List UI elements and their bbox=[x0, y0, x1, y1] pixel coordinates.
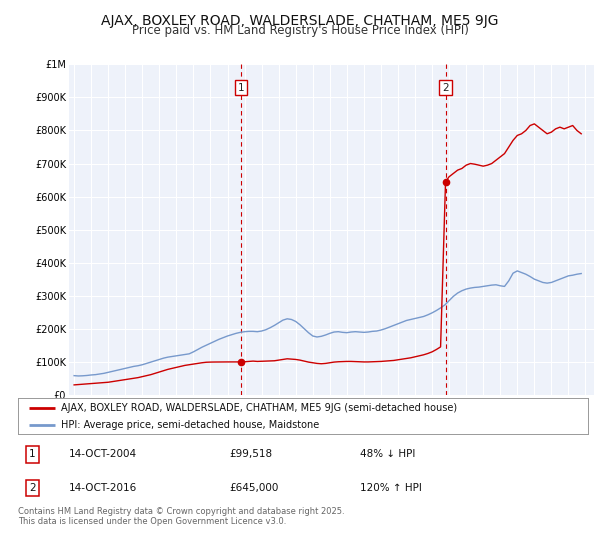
Text: 2: 2 bbox=[442, 82, 449, 92]
Text: 48% ↓ HPI: 48% ↓ HPI bbox=[360, 450, 415, 459]
Text: £99,518: £99,518 bbox=[229, 450, 272, 459]
Text: 2: 2 bbox=[29, 483, 35, 493]
Text: Price paid vs. HM Land Registry's House Price Index (HPI): Price paid vs. HM Land Registry's House … bbox=[131, 24, 469, 36]
Text: HPI: Average price, semi-detached house, Maidstone: HPI: Average price, semi-detached house,… bbox=[61, 420, 319, 430]
Text: AJAX, BOXLEY ROAD, WALDERSLADE, CHATHAM, ME5 9JG: AJAX, BOXLEY ROAD, WALDERSLADE, CHATHAM,… bbox=[101, 14, 499, 28]
Text: 14-OCT-2004: 14-OCT-2004 bbox=[70, 450, 137, 459]
Text: 1: 1 bbox=[238, 82, 244, 92]
Text: £645,000: £645,000 bbox=[229, 483, 278, 493]
Text: Contains HM Land Registry data © Crown copyright and database right 2025.
This d: Contains HM Land Registry data © Crown c… bbox=[18, 507, 344, 526]
Text: 120% ↑ HPI: 120% ↑ HPI bbox=[360, 483, 422, 493]
Text: 1: 1 bbox=[29, 450, 35, 459]
Text: 14-OCT-2016: 14-OCT-2016 bbox=[70, 483, 137, 493]
Text: AJAX, BOXLEY ROAD, WALDERSLADE, CHATHAM, ME5 9JG (semi-detached house): AJAX, BOXLEY ROAD, WALDERSLADE, CHATHAM,… bbox=[61, 403, 457, 413]
